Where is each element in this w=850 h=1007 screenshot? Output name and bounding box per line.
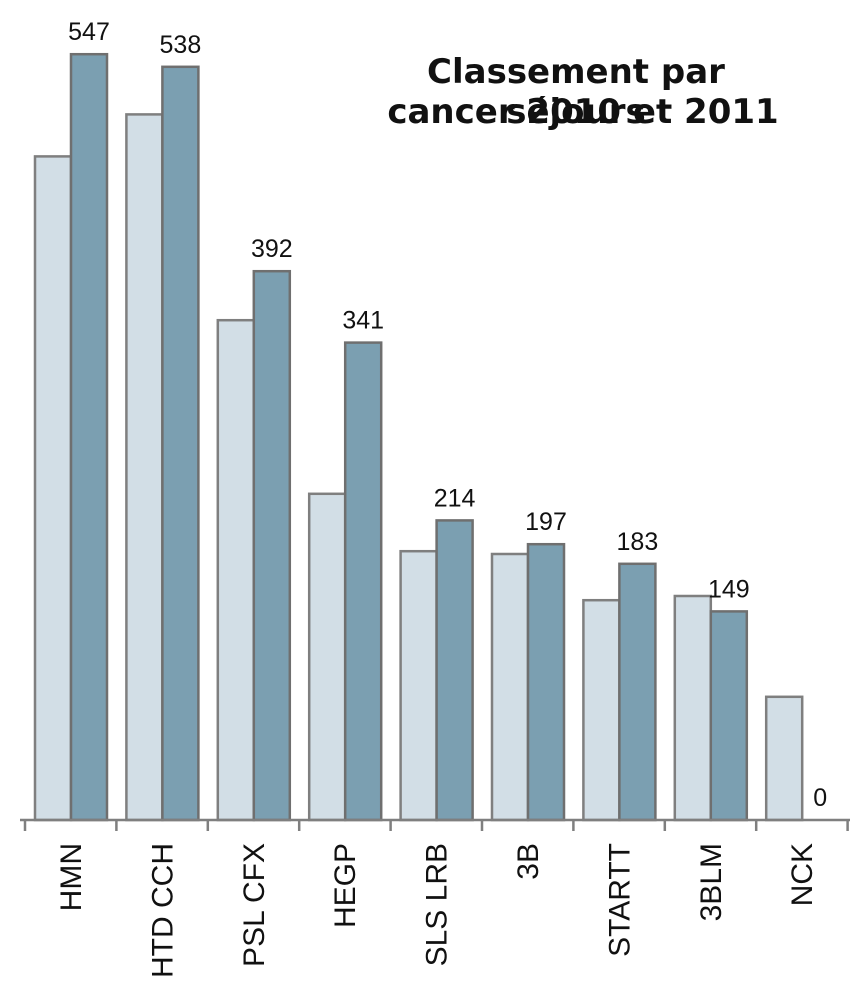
bar-2010 xyxy=(673,594,713,822)
bar-2011 xyxy=(435,519,474,822)
data-label: 547 xyxy=(68,18,110,46)
bar-2011 xyxy=(69,52,109,822)
x-tick-label: NCK xyxy=(786,843,819,906)
bar-2010 xyxy=(764,695,804,822)
x-tick-label: HTD CCH xyxy=(146,843,179,978)
chart-title-line-1: Classement par séjours xyxy=(427,52,725,132)
data-label: 538 xyxy=(160,31,202,59)
bar-2010 xyxy=(125,113,164,822)
bar-2010 xyxy=(582,598,621,822)
x-tick-label: SLS LRB xyxy=(421,843,454,966)
x-tick-label: HEGP xyxy=(329,843,362,928)
bar-2011 xyxy=(709,610,749,822)
data-label: 341 xyxy=(342,307,384,335)
bar-2010 xyxy=(307,492,347,822)
data-label: 197 xyxy=(525,508,567,536)
bar-2010 xyxy=(399,549,438,822)
bar-2011 xyxy=(526,542,566,822)
bar-2011 xyxy=(343,341,383,822)
x-tick-label: STARTT xyxy=(603,843,636,957)
bar-2010 xyxy=(490,552,530,822)
data-label: 392 xyxy=(251,235,293,263)
data-label: 0 xyxy=(813,784,827,812)
bar-2011 xyxy=(618,562,657,822)
data-label: 149 xyxy=(708,575,750,603)
bar-2011 xyxy=(252,269,292,822)
data-label: 183 xyxy=(617,528,659,556)
chart-title-line-2: cancer 2010 et 2011 xyxy=(387,92,779,132)
bar-2010 xyxy=(33,155,73,822)
x-tick-label: 3BLM xyxy=(695,843,728,921)
x-tick-label: HMN xyxy=(55,843,88,911)
data-label: 214 xyxy=(434,484,476,512)
x-tick-label: PSL CFX xyxy=(238,843,271,967)
bar-2010 xyxy=(216,318,256,822)
x-tick-label: 3B xyxy=(512,843,545,880)
bar-2011 xyxy=(161,65,200,822)
